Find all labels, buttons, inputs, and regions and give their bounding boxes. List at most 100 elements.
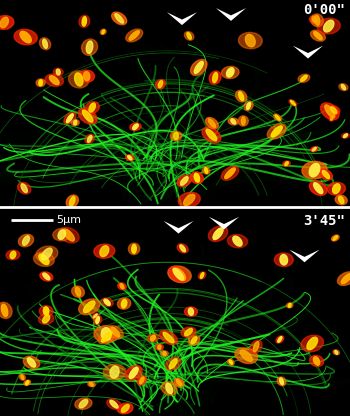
Ellipse shape <box>285 162 288 166</box>
Ellipse shape <box>245 34 255 47</box>
Ellipse shape <box>273 114 282 121</box>
Ellipse shape <box>150 335 155 341</box>
Ellipse shape <box>110 366 119 378</box>
Ellipse shape <box>332 184 340 193</box>
Ellipse shape <box>103 364 126 380</box>
Polygon shape <box>163 221 194 233</box>
Ellipse shape <box>246 102 251 109</box>
Ellipse shape <box>206 129 217 141</box>
Ellipse shape <box>93 315 102 324</box>
Ellipse shape <box>280 255 288 265</box>
Ellipse shape <box>239 92 244 101</box>
Ellipse shape <box>277 377 286 386</box>
Ellipse shape <box>101 298 113 307</box>
Ellipse shape <box>129 367 138 379</box>
Ellipse shape <box>238 116 248 126</box>
Ellipse shape <box>301 335 323 352</box>
Ellipse shape <box>58 230 65 239</box>
Ellipse shape <box>112 12 127 25</box>
Ellipse shape <box>160 330 177 344</box>
Ellipse shape <box>238 32 262 49</box>
Ellipse shape <box>240 350 252 362</box>
Ellipse shape <box>41 248 52 260</box>
Ellipse shape <box>79 15 90 27</box>
Ellipse shape <box>49 76 59 84</box>
Ellipse shape <box>309 355 324 366</box>
Ellipse shape <box>96 317 99 324</box>
Ellipse shape <box>283 161 290 166</box>
Ellipse shape <box>177 175 191 187</box>
Ellipse shape <box>205 117 218 129</box>
Ellipse shape <box>128 243 140 255</box>
Ellipse shape <box>108 326 123 339</box>
Ellipse shape <box>209 71 221 84</box>
Ellipse shape <box>88 135 92 142</box>
Ellipse shape <box>229 360 232 364</box>
Ellipse shape <box>184 307 197 316</box>
Ellipse shape <box>278 337 282 342</box>
Ellipse shape <box>314 357 320 365</box>
Ellipse shape <box>331 107 337 114</box>
Ellipse shape <box>338 196 344 203</box>
Ellipse shape <box>0 302 12 319</box>
Ellipse shape <box>187 32 191 39</box>
Ellipse shape <box>228 118 238 125</box>
Ellipse shape <box>158 345 161 349</box>
Ellipse shape <box>191 337 197 344</box>
Ellipse shape <box>86 41 93 54</box>
Ellipse shape <box>290 100 295 105</box>
Ellipse shape <box>79 399 88 408</box>
Ellipse shape <box>314 32 322 40</box>
Ellipse shape <box>120 284 124 289</box>
Ellipse shape <box>309 15 320 24</box>
Ellipse shape <box>178 192 200 208</box>
Ellipse shape <box>94 244 115 258</box>
Ellipse shape <box>228 359 234 365</box>
Polygon shape <box>216 8 246 21</box>
Ellipse shape <box>36 246 58 262</box>
Ellipse shape <box>307 337 317 350</box>
Ellipse shape <box>64 229 75 241</box>
Ellipse shape <box>250 340 262 353</box>
Ellipse shape <box>205 168 208 173</box>
Ellipse shape <box>341 274 350 284</box>
Ellipse shape <box>66 195 78 208</box>
Ellipse shape <box>208 226 228 241</box>
Ellipse shape <box>176 379 182 386</box>
Ellipse shape <box>107 399 121 409</box>
Ellipse shape <box>21 184 27 193</box>
Ellipse shape <box>84 72 90 81</box>
Ellipse shape <box>342 133 349 138</box>
Ellipse shape <box>325 105 335 118</box>
Ellipse shape <box>92 313 98 319</box>
Ellipse shape <box>158 81 163 88</box>
Ellipse shape <box>104 299 110 305</box>
Text: 3'45": 3'45" <box>303 214 345 228</box>
Ellipse shape <box>115 14 124 23</box>
Ellipse shape <box>184 194 195 206</box>
Ellipse shape <box>163 352 166 356</box>
Ellipse shape <box>75 73 83 86</box>
Ellipse shape <box>118 283 126 290</box>
Ellipse shape <box>128 156 132 160</box>
Ellipse shape <box>280 378 284 385</box>
Ellipse shape <box>43 307 49 315</box>
Ellipse shape <box>39 80 42 86</box>
Ellipse shape <box>110 400 118 408</box>
Ellipse shape <box>66 114 73 123</box>
Ellipse shape <box>202 127 221 143</box>
Ellipse shape <box>93 314 97 318</box>
Ellipse shape <box>0 17 8 28</box>
Ellipse shape <box>301 75 307 81</box>
Ellipse shape <box>23 356 40 369</box>
Ellipse shape <box>19 374 25 380</box>
Ellipse shape <box>129 31 139 40</box>
Ellipse shape <box>137 376 146 385</box>
Ellipse shape <box>121 300 127 308</box>
Ellipse shape <box>79 70 94 82</box>
Ellipse shape <box>39 254 49 265</box>
Ellipse shape <box>312 147 316 151</box>
Ellipse shape <box>90 383 93 386</box>
Ellipse shape <box>98 330 116 344</box>
Ellipse shape <box>69 71 89 88</box>
